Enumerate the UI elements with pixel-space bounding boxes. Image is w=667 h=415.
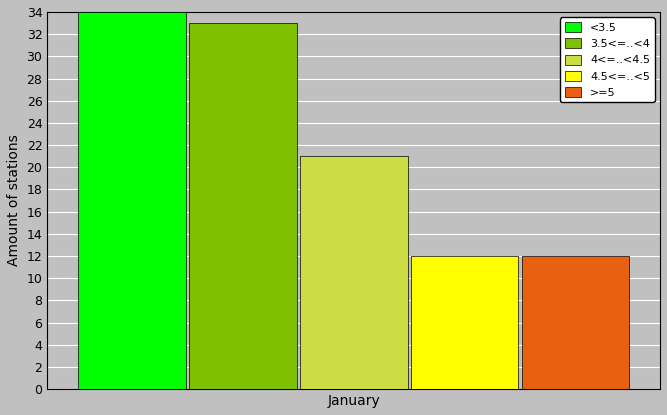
Y-axis label: Amount of stations: Amount of stations: [7, 135, 21, 266]
Legend: <3.5, 3.5<=..<4, 4<=..<4.5, 4.5<=..<5, >=5: <3.5, 3.5<=..<4, 4<=..<4.5, 4.5<=..<5, >…: [560, 17, 654, 103]
Bar: [78, 12, 185, 389]
Bar: [189, 23, 297, 389]
Bar: [411, 256, 518, 389]
Bar: [299, 156, 408, 389]
Bar: [522, 256, 630, 389]
